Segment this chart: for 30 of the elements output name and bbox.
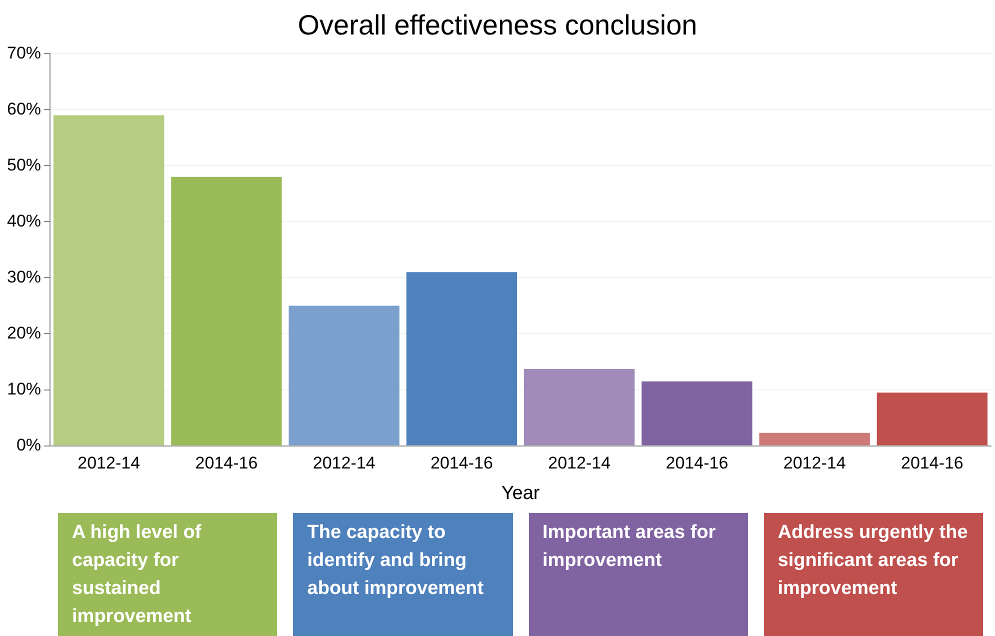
bar [171,176,282,446]
bar [406,272,518,446]
y-tick-label: 60% [6,99,42,118]
bar [642,381,752,446]
x-tick-label: 2014-16 [900,454,964,473]
y-tick-label: 40% [6,211,42,230]
bar [54,115,164,446]
text: Important areas for improvement [528,513,748,636]
text: Address urgently the significant areas for improvement [764,513,983,636]
x-tick-label: 2012-14 [548,454,611,473]
y-tick-label: 10% [6,379,42,398]
bar [524,369,635,446]
text: The capacity to identify and bring about improvement [293,513,512,636]
x-tick-label: 2012-14 [783,454,846,473]
y-tick-label: 70% [6,43,42,62]
chart-title: Overall effectiveness conclusion [298,10,698,41]
x-axis-title: Year [501,482,540,504]
y-tick-label: 50% [6,155,42,174]
y-tick-label: 30% [6,267,42,286]
x-tick-label: 2014-16 [430,454,493,473]
x-tick-label: 2012-14 [78,454,140,473]
x-tick-label: 2014-16 [666,454,728,473]
y-tick-label: 20% [6,323,42,342]
x-tick-label: 2014-16 [195,454,258,473]
bar [759,432,870,446]
bar [876,392,988,446]
bar [288,306,400,446]
text: A high level of capacity for sustained improvement [58,513,278,636]
y-tick-label: 0% [16,435,42,454]
x-tick-label: 2012-14 [312,454,376,473]
